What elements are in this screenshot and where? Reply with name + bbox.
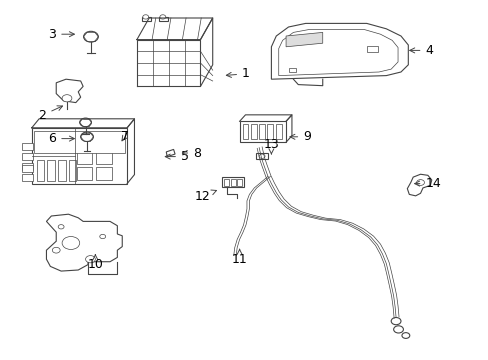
Text: 8: 8: [182, 147, 201, 159]
Circle shape: [83, 31, 98, 42]
Text: 6: 6: [48, 132, 74, 145]
Bar: [288, 68, 295, 72]
Bar: [275, 124, 281, 139]
Bar: [250, 124, 256, 139]
Polygon shape: [271, 23, 407, 79]
Text: 3: 3: [48, 28, 74, 41]
Bar: [256, 153, 267, 159]
Bar: [142, 17, 150, 21]
Polygon shape: [46, 214, 122, 271]
Bar: [224, 179, 229, 186]
Bar: [222, 177, 244, 187]
Bar: [47, 159, 55, 181]
Bar: [242, 124, 248, 139]
Text: 12: 12: [194, 190, 216, 203]
Bar: [259, 124, 264, 139]
Text: 1: 1: [226, 67, 249, 80]
Text: 9: 9: [289, 130, 310, 143]
Bar: [159, 17, 167, 21]
Circle shape: [416, 180, 424, 185]
Circle shape: [58, 225, 64, 229]
Polygon shape: [407, 174, 431, 196]
Bar: [22, 174, 33, 181]
Circle shape: [390, 318, 400, 325]
Bar: [267, 124, 273, 139]
Text: 2: 2: [39, 106, 62, 122]
Bar: [69, 159, 76, 181]
Text: 4: 4: [409, 44, 432, 57]
Text: 10: 10: [87, 255, 103, 271]
Text: 14: 14: [414, 177, 440, 190]
Polygon shape: [56, 79, 83, 103]
Circle shape: [160, 15, 165, 19]
Circle shape: [100, 234, 105, 239]
Bar: [96, 151, 112, 164]
Circle shape: [80, 118, 91, 127]
Bar: [22, 163, 33, 170]
Bar: [37, 159, 44, 181]
Circle shape: [142, 15, 148, 19]
Bar: [22, 143, 33, 150]
Bar: [32, 128, 127, 184]
Bar: [239, 121, 285, 142]
Bar: [58, 159, 65, 181]
Circle shape: [81, 132, 93, 141]
Bar: [34, 131, 124, 153]
Circle shape: [62, 237, 80, 249]
Text: 11: 11: [231, 249, 247, 266]
Bar: [22, 165, 33, 172]
Text: 7: 7: [121, 130, 128, 143]
Circle shape: [62, 95, 72, 102]
Circle shape: [85, 256, 95, 263]
Bar: [77, 167, 92, 180]
Bar: [22, 153, 33, 160]
Text: 5: 5: [165, 150, 188, 163]
Polygon shape: [166, 149, 175, 157]
Bar: [230, 179, 235, 186]
Circle shape: [393, 326, 403, 333]
Bar: [237, 179, 242, 186]
Bar: [366, 46, 377, 52]
Circle shape: [52, 247, 60, 253]
Bar: [96, 167, 112, 180]
Bar: [77, 151, 92, 164]
Text: 13: 13: [263, 138, 279, 154]
Circle shape: [401, 333, 409, 338]
Polygon shape: [285, 32, 322, 47]
Circle shape: [259, 154, 264, 158]
